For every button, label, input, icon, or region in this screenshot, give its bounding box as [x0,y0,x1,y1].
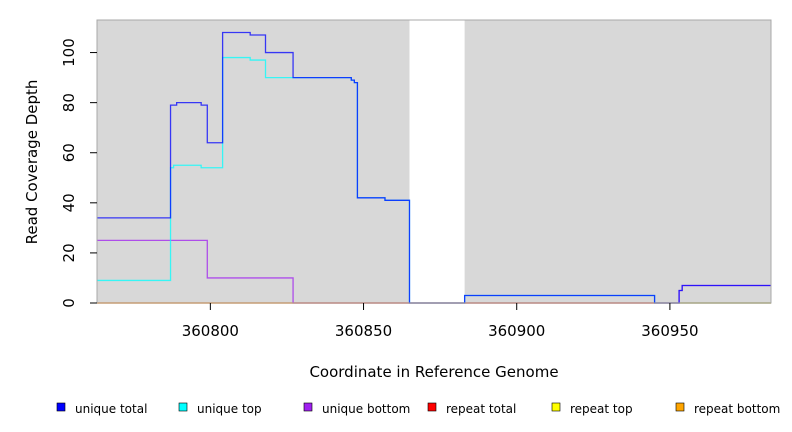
legend-swatch-repeat-total [427,402,437,412]
y-tick-label: 40 [60,193,78,212]
x-axis: 360800 360850 360900 360950 [182,303,699,340]
legend-swatch-unique-top [178,402,188,412]
plot-frame [96,19,772,304]
x-tick-label: 360950 [641,322,698,340]
legend-swatch-repeat-bottom [675,402,685,412]
y-tick-label: 20 [60,243,78,262]
plot-background [97,20,771,303]
x-tick-label: 360900 [488,322,545,340]
legend-label-unique-top: unique top [197,402,262,416]
y-tick-label: 0 [60,298,78,308]
legend-label-repeat-total: repeat total [446,402,516,416]
plot-band [464,20,771,303]
gap-region [409,20,465,303]
y-axis: 0 20 40 60 80 100 [60,38,97,308]
legend: unique total unique top unique bottom repea… [56,402,780,416]
legend-swatch-unique-bottom [303,402,313,412]
legend-label-unique-bottom: unique bottom [322,402,410,416]
y-tick-label: 60 [60,143,78,162]
x-axis-title: Coordinate in Reference Genome [309,363,558,381]
legend-label-repeat-bottom: repeat bottom [694,402,780,416]
series-line-unique-total [97,31,771,304]
legend-swatch-repeat-top [551,402,561,412]
plot-band [97,20,410,303]
x-tick-label: 360850 [335,322,392,340]
legend-label-unique-total: unique total [75,402,147,416]
x-tick-label: 360800 [182,322,239,340]
plot-border [96,19,772,304]
y-tick-label: 80 [60,93,78,112]
y-tick-label: 100 [60,38,78,67]
legend-label-repeat-top: repeat top [570,402,633,416]
legend-swatch-unique-total [56,402,66,412]
y-axis-title: Read Coverage Depth [23,80,41,245]
